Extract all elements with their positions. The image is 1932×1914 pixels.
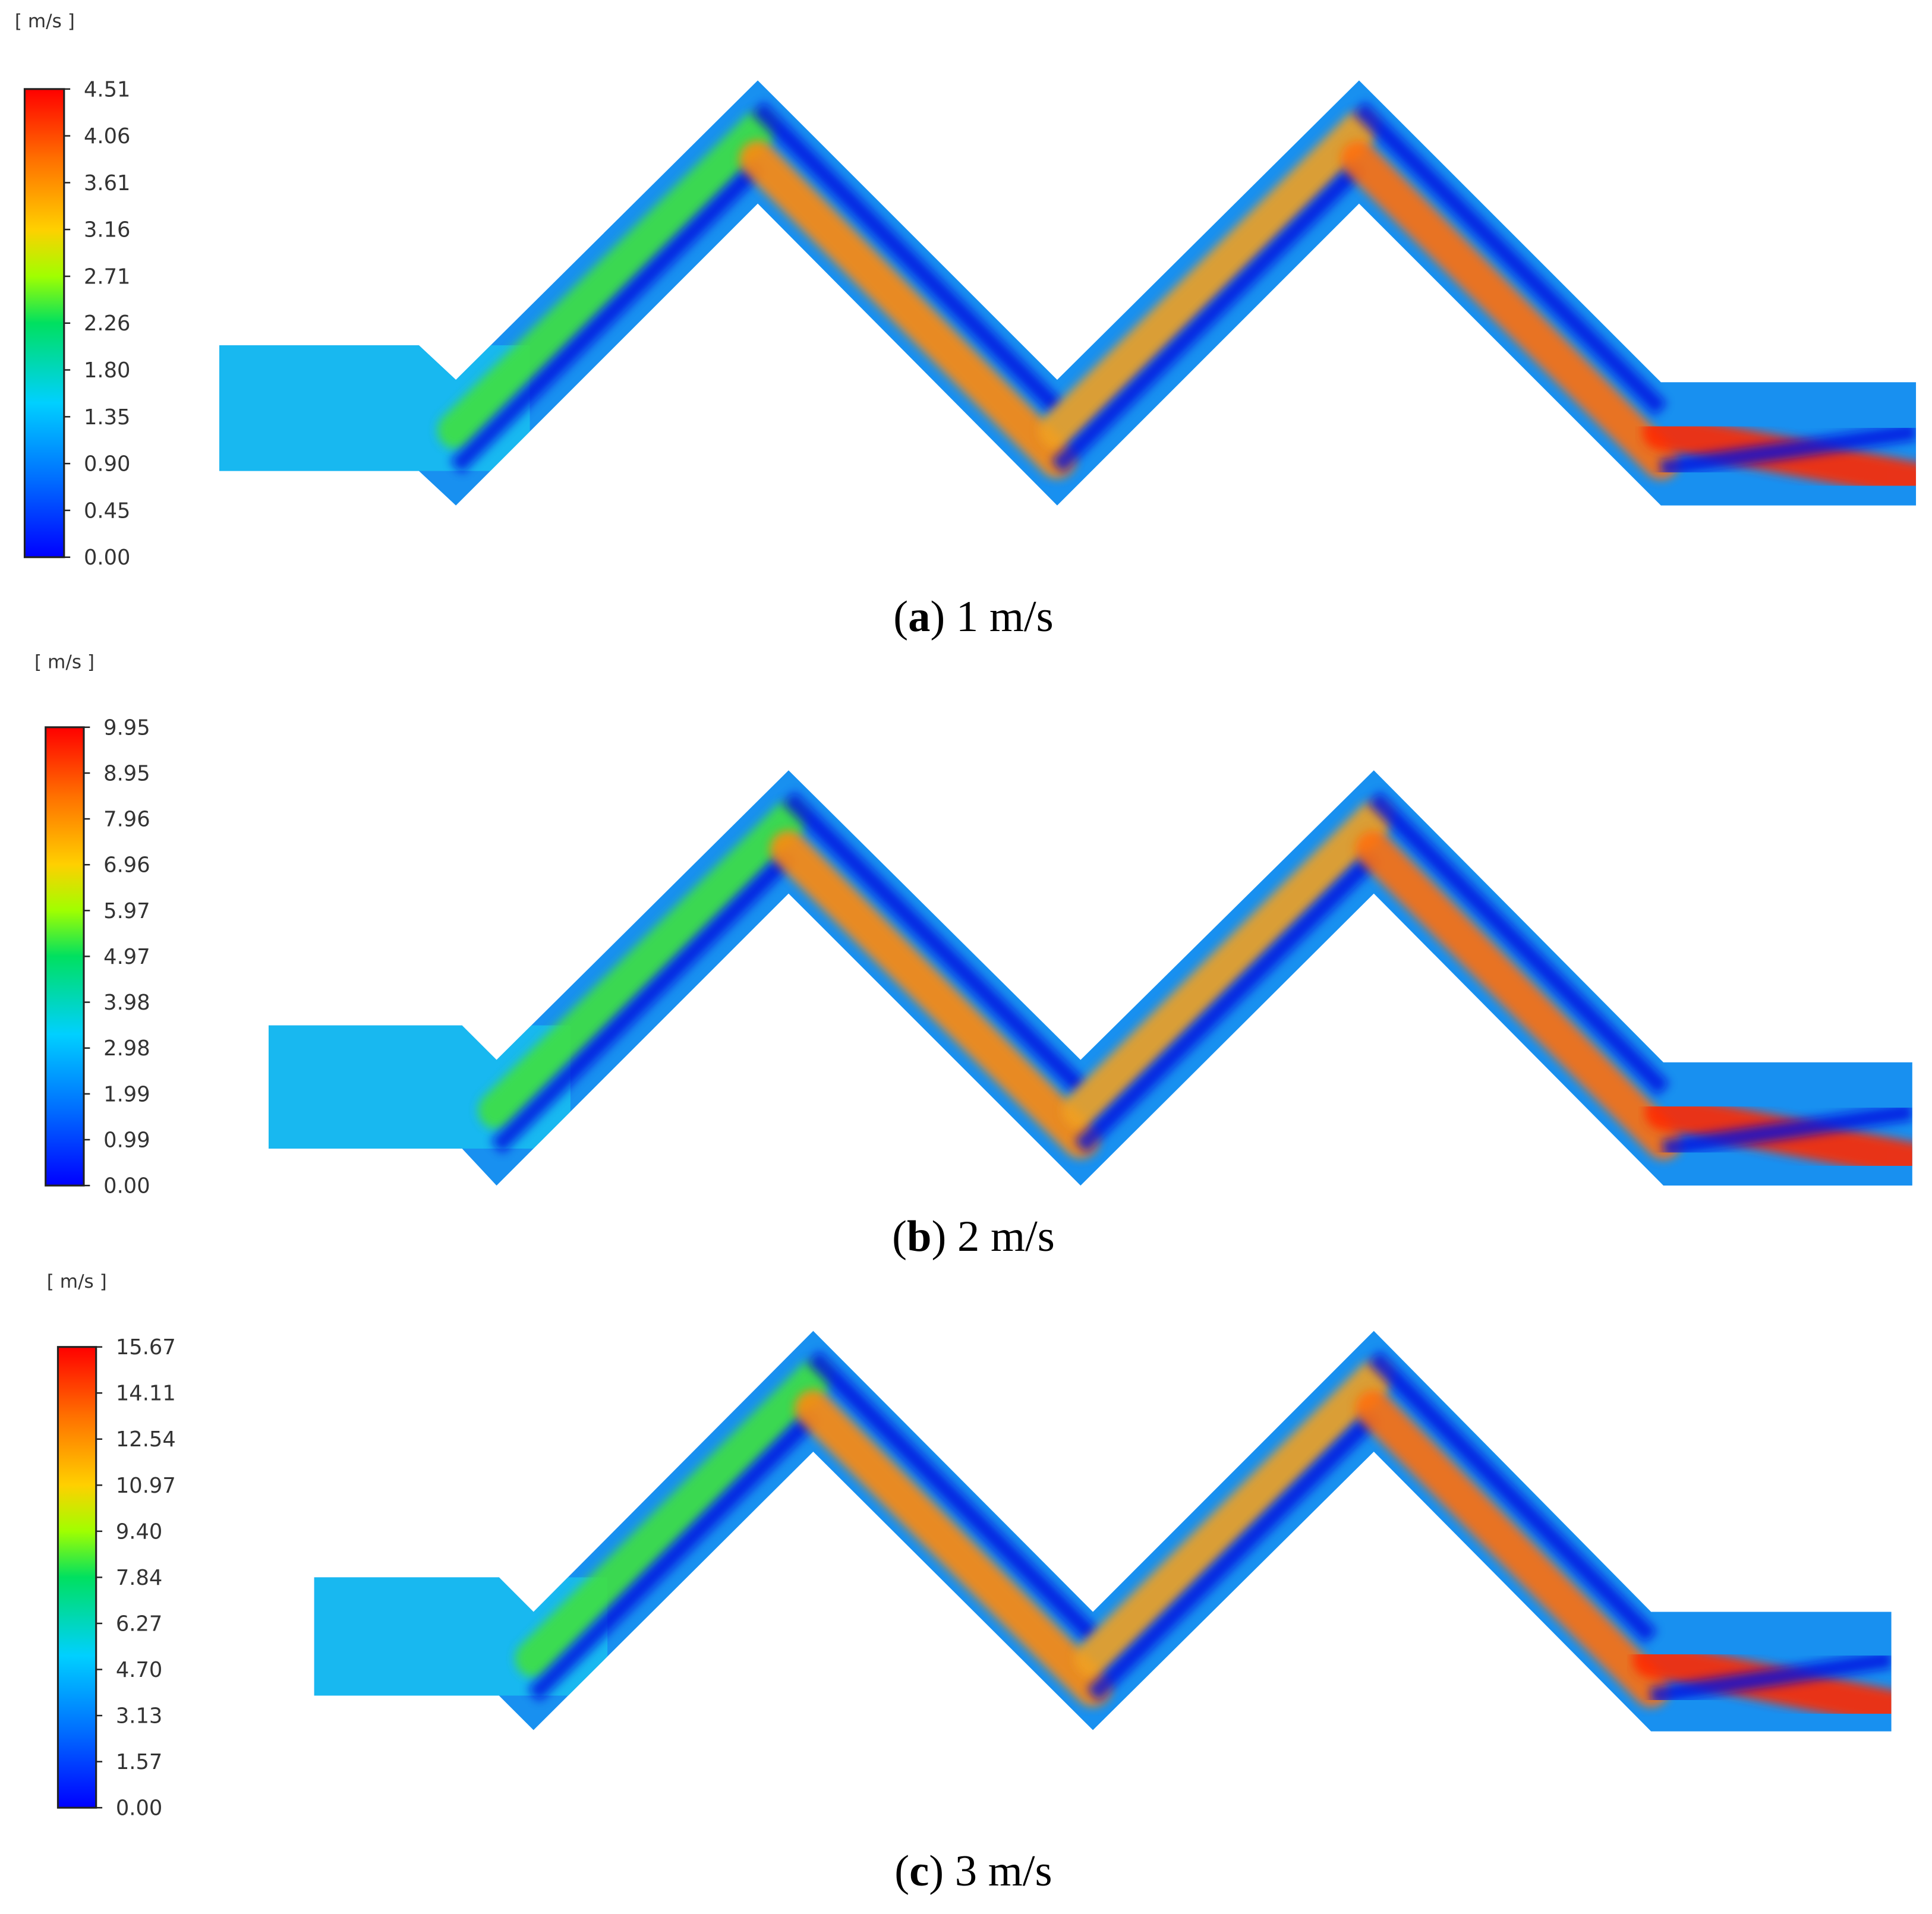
colorbar-tick-label: 3.61: [84, 171, 130, 196]
colorbar-tick-label: 1.35: [84, 405, 130, 430]
flow-band: [1355, 1390, 1670, 1708]
colorbar-tick-label: 6.27: [116, 1612, 162, 1636]
colorbar-tick-label: 9.95: [103, 715, 150, 740]
flow-band: [739, 140, 1076, 479]
low-band: [782, 791, 1087, 1095]
flow-field: [268, 791, 1912, 1180]
colorbar-tick-label: 4.70: [116, 1658, 162, 1682]
colorbar-tick-label: 0.00: [84, 545, 130, 570]
caption-rest: ) 3 m/s: [929, 1846, 1052, 1896]
caption: (a) 1 m/s: [893, 592, 1053, 641]
low-band: [527, 1410, 820, 1702]
colorbar-tick-label: 3.13: [116, 1704, 162, 1728]
colorbar-tick-label: 1.99: [103, 1082, 150, 1106]
colorbar-tick-label: 7.84: [116, 1566, 162, 1590]
caption-letter: b: [907, 1212, 932, 1261]
panel: [ m/s ] 9.95 8.95 7.96 6.96 5.97 4.97 3.98 2.98 1…: [34, 651, 1912, 1261]
colorbar-tick-label: 0.90: [84, 452, 130, 477]
unit-label: [ m/s ]: [34, 651, 94, 673]
caption: (c) 3 m/s: [894, 1846, 1052, 1896]
low-band: [490, 850, 795, 1154]
low-band: [1086, 1410, 1381, 1702]
colorbar-tick-label: 0.99: [103, 1128, 150, 1152]
colorbar-tick-label: 1.57: [116, 1750, 162, 1774]
flow-band: [1062, 801, 1392, 1129]
colorbar-tick-label: 12.54: [116, 1427, 176, 1452]
flow-band: [478, 801, 808, 1129]
colorbar-tick-label: 6.96: [103, 853, 150, 878]
flow-field: [314, 1351, 1892, 1727]
colorbar-tick-label: 10.97: [116, 1474, 176, 1498]
colorbar-tick-label: 4.97: [103, 945, 150, 969]
colorbar-tick-label: 0.45: [84, 499, 130, 523]
colorbar-tick-label: 0.00: [103, 1174, 150, 1199]
panel: [ m/s ] 4.51 4.06 3.61 3.16 2.71 2.26 1.80 1.35 0…: [15, 11, 1917, 641]
flow-band: [437, 111, 777, 449]
low-band: [751, 101, 1064, 415]
colorbar-tick-label: 4.06: [84, 124, 130, 149]
caption-rest: ) 1 m/s: [930, 592, 1053, 641]
colorbar-tick-label: 9.40: [116, 1519, 162, 1544]
colorbar-tick-label: 3.16: [84, 218, 130, 242]
low-band: [1367, 791, 1670, 1096]
low-band: [1650, 1650, 1892, 1705]
colorbar: [56, 1346, 97, 1809]
low-band: [807, 1351, 1099, 1643]
flow-band: [1355, 830, 1682, 1160]
colorbar-tick-label: 3.98: [103, 991, 150, 1015]
unit-label: [ m/s ]: [47, 1271, 107, 1292]
low-band: [1051, 160, 1366, 474]
colorbar-tick-label: 1.80: [84, 358, 130, 383]
flow-band: [795, 1390, 1112, 1707]
colorbar-tick-label: 8.95: [103, 761, 150, 786]
colorbar-tick-label: 5.97: [103, 899, 150, 923]
colorbar-tick-label: 7.96: [103, 808, 150, 832]
flow-band: [1074, 1360, 1392, 1677]
caption-rest: ) 2 m/s: [931, 1212, 1054, 1261]
colorbar: [23, 88, 65, 559]
low-band: [1662, 1103, 1912, 1158]
colorbar-tick-label: 2.26: [84, 311, 130, 336]
caption-open: (: [892, 1212, 907, 1261]
flow-band: [1038, 111, 1378, 449]
colorbar-tick-label: 2.71: [84, 264, 130, 289]
caption-letter: a: [908, 592, 930, 641]
low-band: [1074, 850, 1380, 1154]
flow-band: [770, 830, 1099, 1159]
low-band: [1353, 101, 1668, 416]
low-band: [1367, 1351, 1657, 1644]
caption-open: (: [894, 1846, 909, 1896]
colorbar-tick-label: 14.11: [116, 1382, 176, 1406]
colorbar-tick-label: 15.67: [116, 1335, 176, 1360]
low-band: [449, 160, 764, 474]
colorbar: [45, 726, 85, 1187]
colorbar-tick-label: 4.51: [84, 77, 130, 102]
low-band: [1659, 422, 1917, 477]
colorbar-tick-label: 2.98: [103, 1036, 150, 1061]
flow-field: [219, 101, 1917, 500]
colorbar-tick-label: 0.00: [116, 1796, 162, 1821]
flow-band: [1340, 140, 1679, 480]
unit-label: [ m/s ]: [15, 11, 75, 32]
caption-letter: c: [909, 1846, 929, 1896]
caption-open: (: [893, 592, 908, 641]
flow-band: [515, 1360, 832, 1677]
panel: [ m/s ] 15.67 14.11 12.54 10.97 9.40 7.84 6.27 4…: [47, 1271, 1892, 1896]
caption: (b) 2 m/s: [892, 1212, 1055, 1261]
